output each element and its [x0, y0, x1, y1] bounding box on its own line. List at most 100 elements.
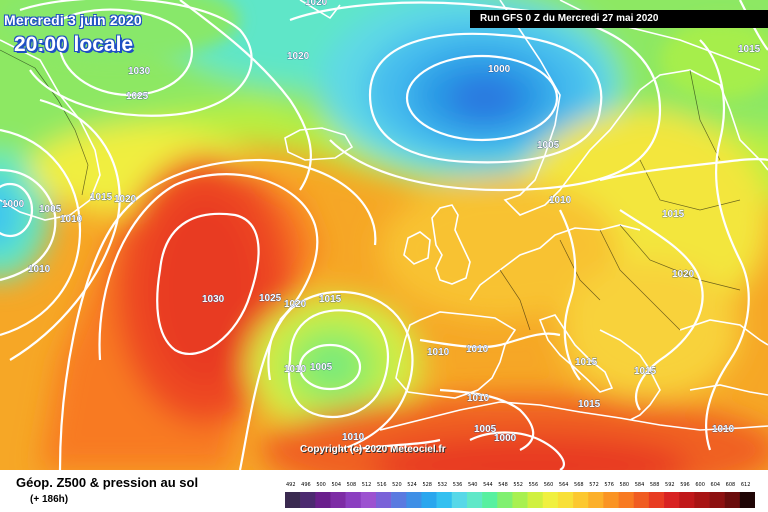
legend-label: 584: [635, 482, 645, 488]
isobar-label: 1015: [634, 366, 657, 377]
coast-iberia: [395, 311, 517, 399]
isobar-label: 1000: [494, 433, 517, 444]
isobar-label: 1015: [578, 399, 601, 410]
legend-swatch: [451, 492, 468, 508]
legend-label: 504: [331, 482, 341, 488]
legend-label: 512: [362, 482, 372, 488]
isobar-label: 1010: [342, 432, 365, 443]
legend-label: 544: [483, 482, 493, 488]
isobar-1000-west: [0, 182, 34, 238]
isobar-label: 1010: [549, 195, 572, 206]
isobar-label: 1020: [305, 0, 328, 8]
isobar-1000-north: [405, 54, 559, 142]
isobar-label: 1015: [319, 294, 342, 305]
legend-swatch: [542, 492, 559, 508]
legend-swatch: [497, 492, 513, 508]
legend-label: 516: [377, 482, 387, 488]
legend-label: 520: [392, 482, 402, 488]
legend-swatch: [557, 492, 574, 508]
legend-label: 564: [559, 482, 569, 488]
legend-swatch: [300, 492, 316, 508]
legend-label: 572: [589, 482, 599, 488]
legend-swatch: [391, 492, 407, 508]
legend-label: 592: [665, 482, 675, 488]
z500-detail: [0, 0, 768, 100]
legend-label: 524: [407, 482, 417, 488]
legend-swatch: [739, 492, 755, 508]
legend-label: 492: [286, 482, 296, 488]
isobar-1005-north: [368, 32, 603, 164]
coast-africa: [379, 401, 768, 431]
legend-label: 576: [604, 482, 614, 488]
legend-swatch: [436, 492, 453, 508]
isobar-label: 1020: [672, 269, 695, 280]
footer-bar: Géop. Z500 & pression au sol (+ 186h) 49…: [0, 470, 768, 512]
isobar-1010-cutoff: [287, 309, 390, 419]
forecast-lead-time: (+ 186h): [30, 494, 69, 505]
legend-swatch: [588, 492, 604, 508]
isobar-label: 1005: [474, 424, 497, 435]
isobar-label: 1015: [575, 357, 598, 368]
legend-swatch: [603, 492, 619, 508]
legend-swatch: [633, 492, 650, 508]
product-title: Géop. Z500 & pression au sol: [16, 475, 199, 490]
legend-swatch: [512, 492, 528, 508]
isobar-label: 1015: [662, 209, 685, 220]
legend-label: 608: [726, 482, 736, 488]
copyright-notice: Copyright (c) 2020 Meteociel.fr: [300, 444, 446, 455]
legend-swatch: [648, 492, 665, 508]
legend-swatch: [330, 492, 346, 508]
isobar-label: 1020: [284, 299, 307, 310]
legend-label: 556: [529, 482, 539, 488]
isobar-label: 1010: [28, 264, 51, 275]
isobar-label: 1030: [128, 66, 151, 77]
forecast-date: Mercredi 3 juin 2020: [4, 12, 142, 28]
isobar-label: 1010: [60, 214, 83, 225]
legend-swatch: [664, 492, 680, 508]
legend-label: 528: [422, 482, 432, 488]
legend-label: 568: [574, 482, 584, 488]
legend-label: 600: [695, 482, 705, 488]
legend-swatch: [679, 492, 695, 508]
legend-swatch: [482, 492, 498, 508]
isobar-1005-cutoff: [298, 343, 362, 391]
legend-label: 560: [544, 482, 554, 488]
legend-label: 496: [301, 482, 311, 488]
legend-swatch: [345, 492, 362, 508]
legend-swatch: [527, 492, 544, 508]
isobar-label: 1000: [488, 64, 511, 75]
isobars: [0, 0, 768, 470]
isobar-label: 1015: [90, 192, 113, 203]
coast-ireland: [403, 231, 431, 265]
isobar-label: 1015: [738, 44, 761, 55]
legend-swatch: [375, 492, 392, 508]
isobar-label: 1025: [126, 91, 149, 102]
coast-iceland: [284, 127, 354, 161]
isobar-label: 1005: [537, 140, 560, 151]
forecast-local-time: 20:00 locale: [14, 33, 134, 56]
color-scale-legend: 492 496 500 504 508 512 516 520 524 528 532 536 540 5…: [285, 482, 755, 508]
legend-label: 596: [680, 482, 690, 488]
legend-swatch: [315, 492, 331, 508]
coast-britain: [431, 204, 471, 285]
legend-swatch: [618, 492, 635, 508]
legend-label: 532: [438, 482, 448, 488]
legend-label: 540: [468, 482, 478, 488]
legend-swatch: [466, 492, 483, 508]
legend-swatch: [421, 492, 437, 508]
legend-label: 612: [741, 482, 751, 488]
legend-label: 536: [453, 482, 463, 488]
isobar-label: 1010: [466, 344, 489, 355]
coast-europe: [469, 224, 641, 301]
legend-label: 500: [316, 482, 326, 488]
legend-swatch: [360, 492, 377, 508]
isobar-label: 1020: [114, 194, 137, 205]
isobar-1030-atlantic: [156, 212, 260, 356]
isobar-label: 1030: [202, 294, 225, 305]
isobar-label: 1020: [287, 51, 310, 62]
isobar-label: 1005: [310, 362, 333, 373]
isobar-1030-greenland: [58, 8, 193, 97]
legend-swatch: [724, 492, 741, 508]
